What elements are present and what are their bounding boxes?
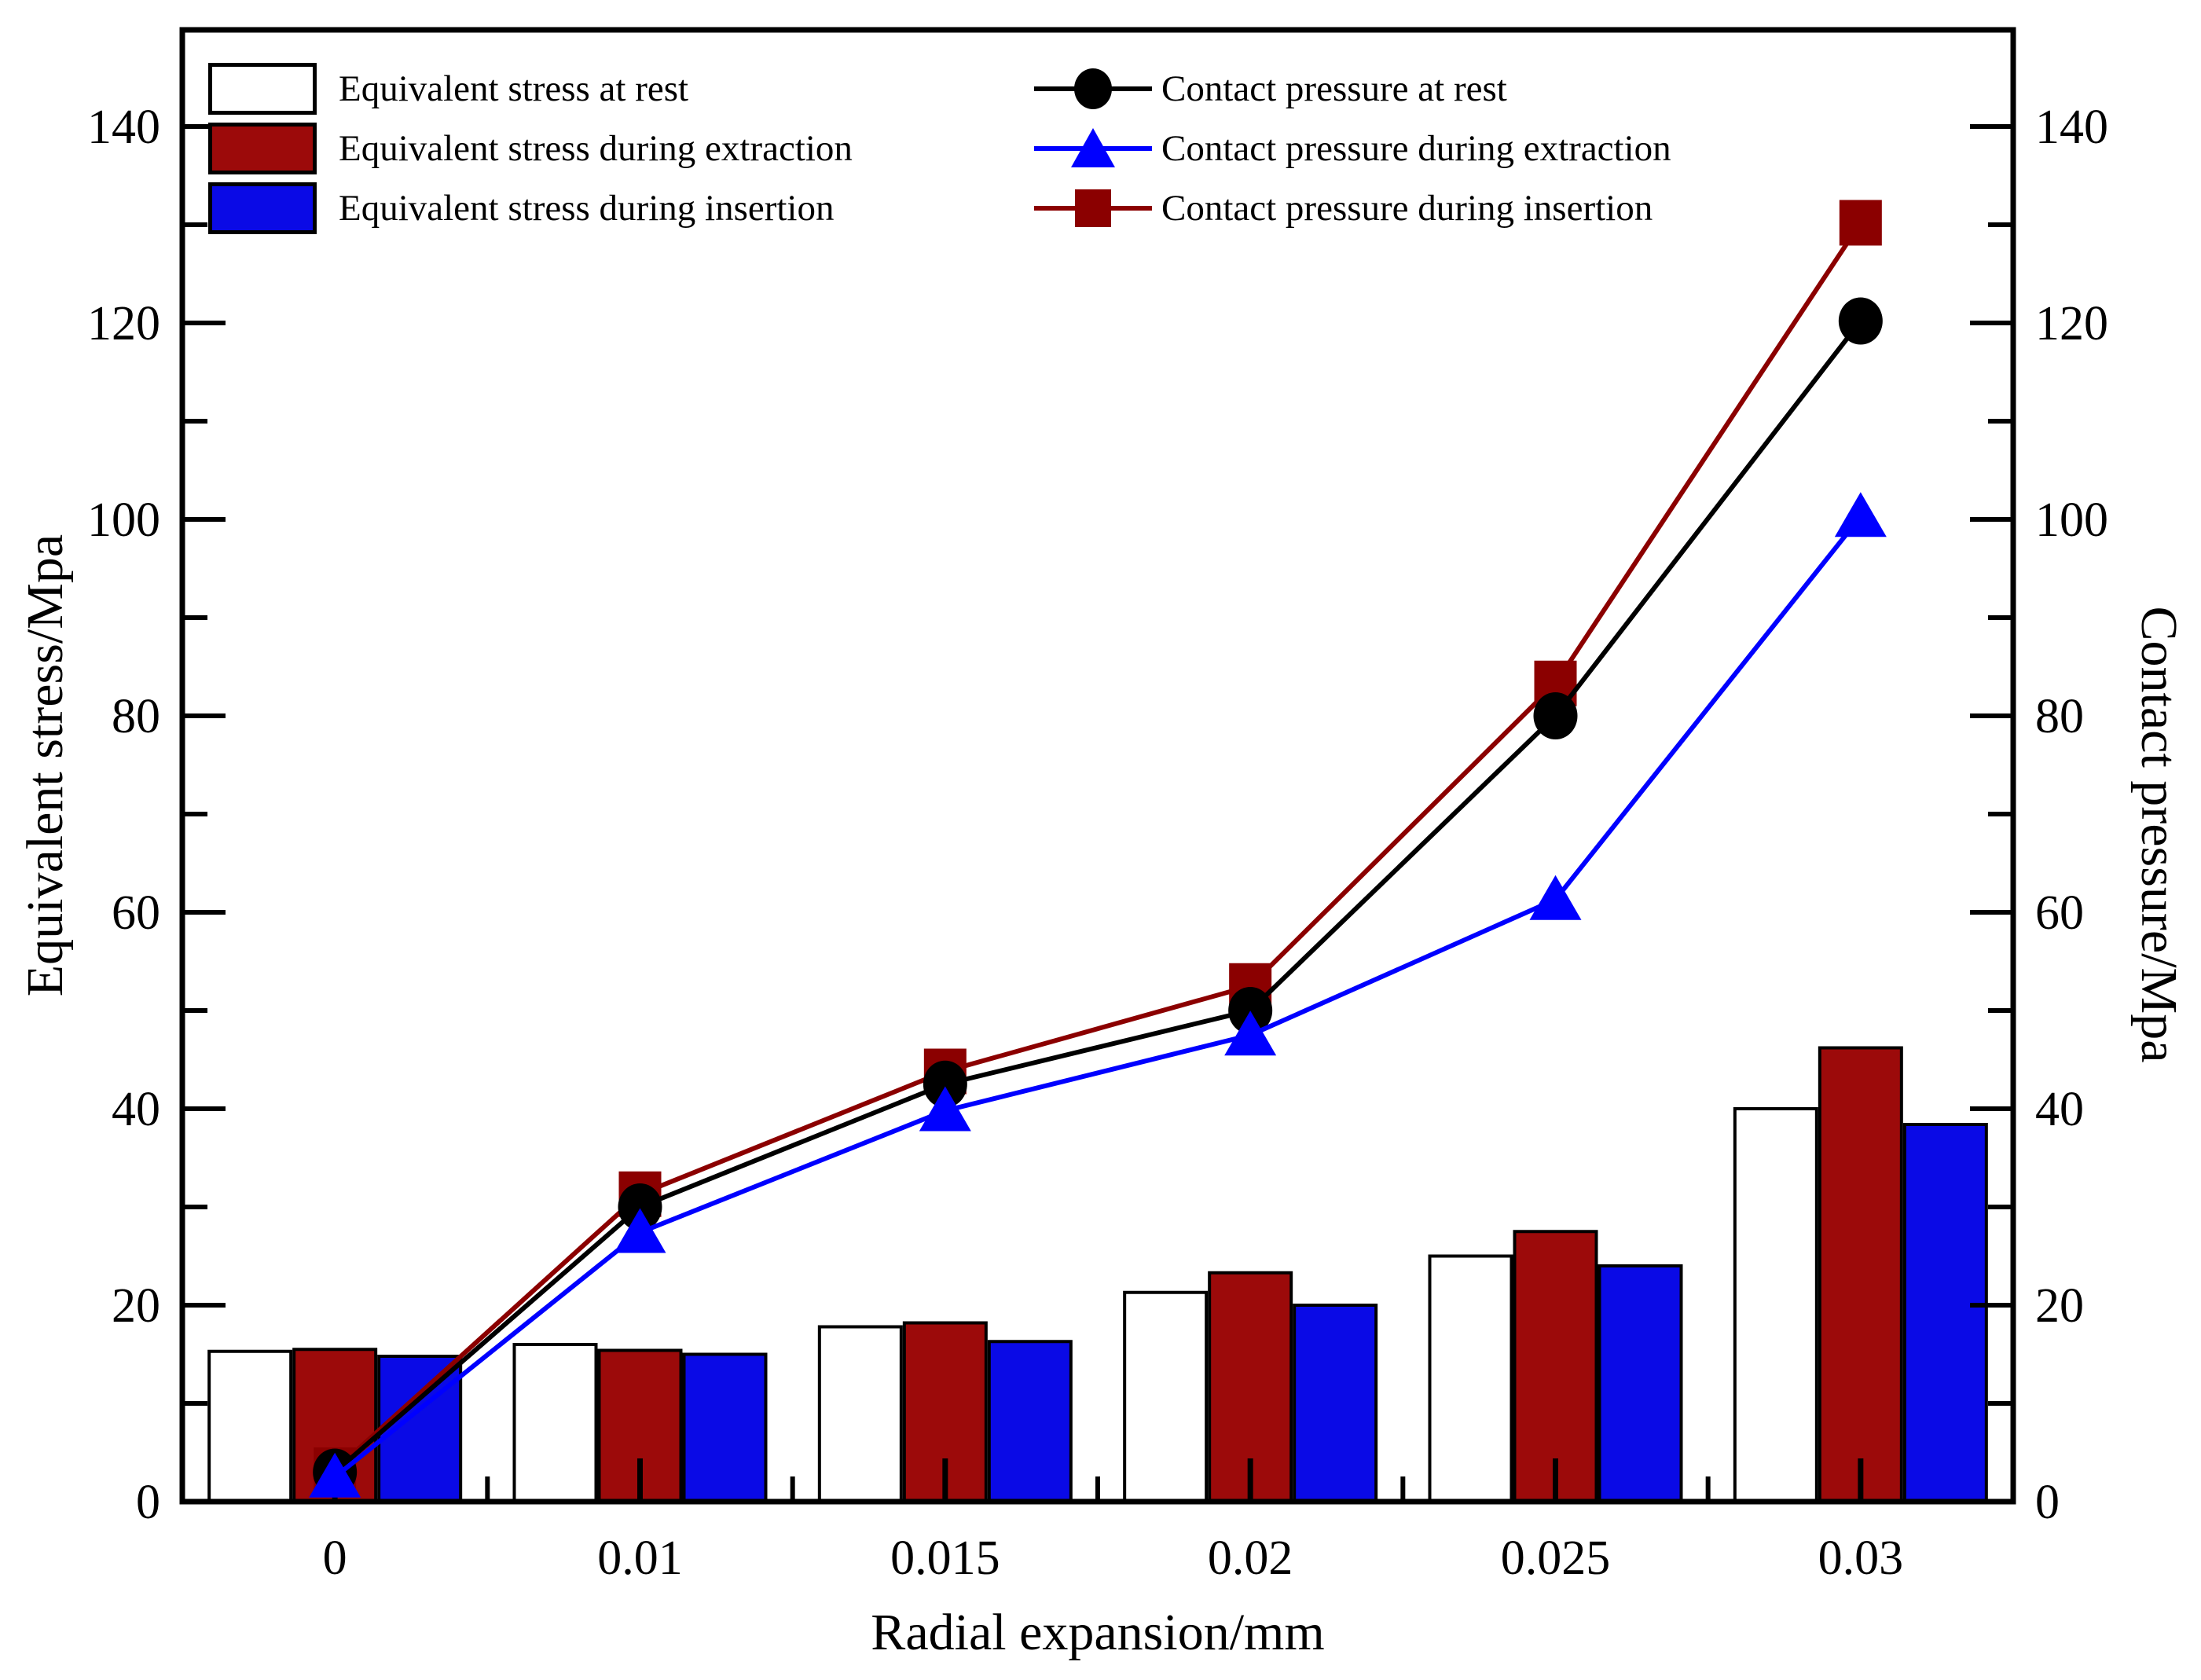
bars-layer xyxy=(207,1046,1988,1503)
bar xyxy=(1428,1254,1513,1503)
y-tick-label-left: 0 xyxy=(136,1476,160,1529)
bar xyxy=(1902,1123,1988,1503)
bar xyxy=(987,1340,1073,1503)
y-tick-label-right: 80 xyxy=(2035,690,2084,743)
circle-marker-icon xyxy=(1228,987,1273,1034)
y-tick-label-left: 60 xyxy=(112,886,160,940)
y-tick-label-right: 100 xyxy=(2035,493,2108,547)
triangle-marker-icon xyxy=(1529,875,1582,920)
bar-series xyxy=(377,1123,1988,1503)
y-tick-label-right: 20 xyxy=(2035,1279,2084,1333)
y-tick-label-left: 140 xyxy=(87,101,160,154)
bar xyxy=(1818,1046,1903,1503)
triangle-marker-icon xyxy=(1834,492,1887,537)
triangle-marker-icon xyxy=(1224,1011,1277,1056)
bar xyxy=(207,1349,293,1503)
y-tick-label-right: 60 xyxy=(2035,886,2084,940)
triangle-marker-icon xyxy=(614,1208,666,1253)
line-series xyxy=(313,297,1883,1496)
x-tick-label: 0 xyxy=(323,1531,347,1585)
x-axis-ticks: 0 0.01 0.015 0.02 0.025 0.03 xyxy=(323,1458,1903,1585)
y-tick-label-right: 0 xyxy=(2035,1476,2060,1529)
circle-marker-icon xyxy=(923,1060,967,1108)
y-tick-label-left: 20 xyxy=(112,1279,160,1333)
y-tick-label-right: 120 xyxy=(2035,297,2108,350)
y-axis-title-right: Contact pressure/Mpa xyxy=(2130,606,2188,1063)
circle-marker-icon xyxy=(618,1183,662,1231)
y-tick-label-left: 100 xyxy=(87,493,160,547)
bar-series xyxy=(207,1107,1818,1503)
triangle-marker-icon xyxy=(309,1452,361,1498)
series-line xyxy=(333,515,1863,1480)
bar xyxy=(1513,1230,1598,1503)
circle-marker-icon xyxy=(1838,297,1883,345)
bar xyxy=(512,1343,598,1503)
bar xyxy=(1733,1107,1818,1503)
y-tick-label-left: 80 xyxy=(112,690,160,743)
y-tick-label-right: 40 xyxy=(2035,1083,2084,1136)
x-tick-label: 0.01 xyxy=(597,1531,683,1585)
x-tick-label: 0.015 xyxy=(890,1531,1000,1585)
bar xyxy=(1123,1290,1209,1503)
y-axis-title-left: Equivalent stress/Mpa xyxy=(17,534,74,997)
bar xyxy=(1598,1264,1683,1503)
y-axis-ticks: 0 0 20 20 40 40 60 60 80 80 100 100 120 120 140 140 xyxy=(87,101,2108,1529)
triangle-marker-icon xyxy=(919,1086,971,1132)
square-marker-icon xyxy=(1839,200,1882,246)
x-tick-label: 0.025 xyxy=(1501,1531,1611,1585)
bar xyxy=(682,1352,768,1503)
series-line xyxy=(333,221,1863,1473)
x-tick-label: 0.03 xyxy=(1818,1531,1904,1585)
series-line xyxy=(333,319,1863,1474)
bar xyxy=(1293,1304,1378,1503)
x-tick-label: 0.02 xyxy=(1208,1531,1293,1585)
y-tick-label-left: 120 xyxy=(87,297,160,350)
y-tick-label-right: 140 xyxy=(2035,101,2108,154)
circle-marker-icon xyxy=(1533,692,1578,739)
x-axis-title: Radial expansion/mm xyxy=(871,1604,1325,1661)
bar xyxy=(817,1325,903,1503)
y-tick-label-left: 40 xyxy=(112,1083,160,1136)
line-series xyxy=(309,492,1887,1498)
bar xyxy=(377,1355,463,1503)
